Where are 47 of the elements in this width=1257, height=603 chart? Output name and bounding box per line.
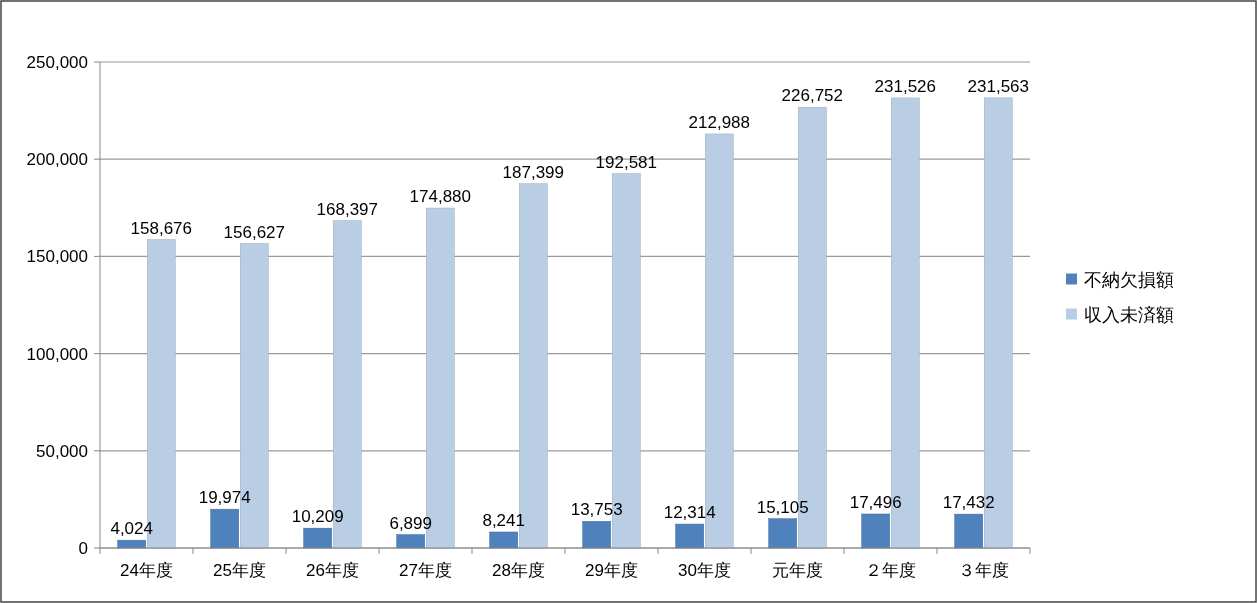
bar: [582, 521, 612, 549]
x-tick-label: ２年度: [865, 561, 916, 580]
y-tick-label: 50,000: [36, 441, 88, 461]
x-tick-label: 30年度: [678, 561, 731, 580]
data-label: 158,676: [130, 218, 193, 238]
x-tick-label: 26年度: [306, 561, 359, 580]
x-tick-label: 25年度: [213, 561, 266, 580]
data-label: 168,397: [316, 199, 379, 219]
data-label: 10,209: [291, 507, 344, 527]
data-label: 187,399: [502, 162, 565, 182]
bar: [489, 531, 519, 549]
data-label: 192,581: [595, 152, 658, 172]
data-label: 13,753: [570, 500, 623, 520]
x-tick-label: ３年度: [958, 561, 1009, 580]
y-tick-label: 0: [78, 538, 88, 558]
bar: [210, 508, 240, 549]
data-label: 6,899: [389, 513, 432, 533]
bar: [396, 534, 426, 549]
data-label: 12,314: [663, 503, 716, 523]
x-tick-label: 29年度: [585, 561, 638, 580]
y-tick-label: 150,000: [26, 247, 88, 267]
y-tick-label: 250,000: [26, 52, 88, 72]
x-tick-label: 28年度: [492, 561, 545, 580]
legend-label: 収入未済額: [1084, 304, 1174, 325]
data-label: 212,988: [688, 112, 751, 132]
bar: [954, 513, 984, 549]
data-label: 8,241: [482, 510, 525, 530]
y-tick-label: 100,000: [26, 344, 88, 364]
data-label: 231,563: [967, 76, 1030, 96]
data-label: 4,024: [110, 519, 153, 539]
data-label: 226,752: [781, 86, 844, 106]
data-label: 17,432: [942, 493, 995, 513]
data-label: 15,105: [756, 497, 809, 517]
legend-label: 不納欠損額: [1084, 269, 1174, 290]
data-label: 174,880: [409, 187, 472, 207]
bar: [675, 523, 705, 549]
x-tick-label: 27年度: [399, 561, 452, 580]
data-label: 17,496: [849, 492, 902, 512]
bar: [861, 513, 891, 549]
bar: [303, 527, 333, 549]
data-label: 19,974: [198, 488, 251, 508]
x-tick-label: 元年度: [772, 561, 823, 580]
bar: [768, 518, 798, 549]
x-tick-label: 24年度: [120, 561, 173, 580]
data-label: 156,627: [223, 222, 286, 242]
data-label: 231,526: [874, 76, 937, 96]
y-tick-label: 200,000: [26, 150, 88, 170]
